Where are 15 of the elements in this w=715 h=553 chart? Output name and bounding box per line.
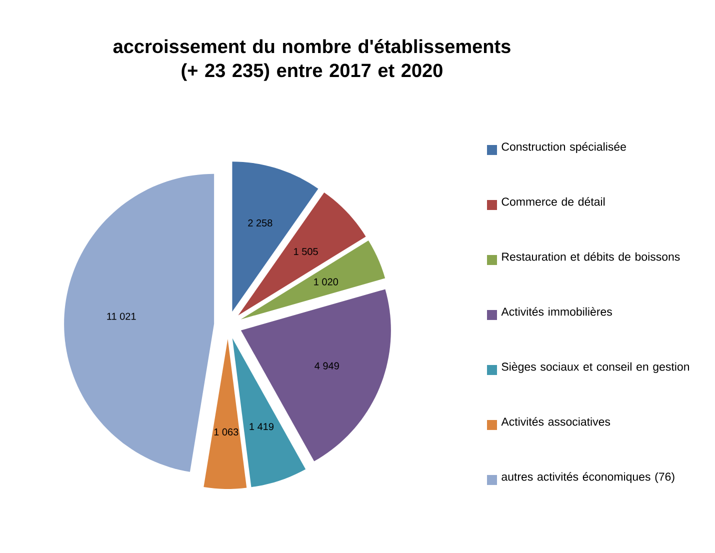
data-label: 2 258	[248, 219, 272, 226]
data-label: 11 021	[107, 312, 136, 320]
data-label: 1 020	[314, 278, 338, 286]
data-label: 1 419	[250, 423, 274, 430]
data-label: 1 063	[214, 428, 238, 436]
legend-label: Activités immobilières	[501, 307, 612, 316]
legend-label: Construction spécialisée	[502, 142, 626, 154]
legend-label: autres activités économiques (76)	[502, 472, 674, 484]
legend-label: Activités associatives	[501, 417, 610, 426]
legend-label: Commerce de détail	[502, 197, 605, 206]
data-label: 1 505	[294, 248, 318, 256]
chart-title: accroissement du nombre d'établissements (+ 23 235) entre 2017 et 2020	[113, 39, 510, 81]
legend-label: Sièges sociaux et conseil en gestion	[502, 362, 689, 374]
legend-label: Restauration et débits de boissons	[502, 252, 680, 261]
data-label: 4 949	[314, 362, 339, 370]
